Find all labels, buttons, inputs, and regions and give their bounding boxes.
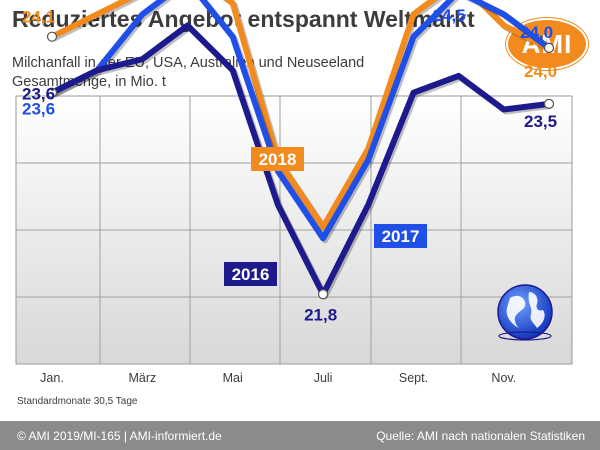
series-label-box-2017 <box>374 224 427 248</box>
data-label-2018-11: 24,0 <box>524 62 557 81</box>
data-point-2018-11 <box>543 42 555 53</box>
series-label-2016: 2016 <box>232 265 270 284</box>
data-label-2017-9: 24,5 <box>433 6 466 25</box>
x-tick-label: Jan. <box>40 371 64 385</box>
data-label-2016-6: 21,8 <box>304 305 337 324</box>
x-tick-label: Mai <box>223 371 243 385</box>
globe-icon <box>497 284 553 341</box>
x-tick-label: Nov. <box>491 371 516 385</box>
x-tick-label: Sept. <box>399 371 428 385</box>
series-label-box-2016 <box>224 262 277 286</box>
data-point-2016-6 <box>317 289 329 300</box>
data-label-2018-0: 24,1 <box>22 8 55 27</box>
data-label-2016-0: 23,6 <box>22 85 55 104</box>
data-point-2018-0 <box>46 31 58 42</box>
data-label-2016-11: 23,5 <box>524 112 557 131</box>
series-label-2018: 2018 <box>259 150 297 169</box>
x-tick-label: März <box>128 371 156 385</box>
series-line-2018 <box>49 0 552 231</box>
series-label-box-2018 <box>251 147 304 171</box>
data-point-2016-11 <box>543 98 555 109</box>
chart-unit-subtitle: Gesamtmenge, in Mio. t <box>12 74 166 90</box>
line-chart: 24,123,623,624,721,824,624,524,024,023,5… <box>15 0 573 385</box>
series-label-2017: 2017 <box>382 227 420 246</box>
data-label-2017-11: 24,0 <box>520 23 553 42</box>
series-layer <box>49 0 553 300</box>
footnote: Standardmonate 30,5 Tage <box>17 396 138 407</box>
series-line-2016 <box>49 22 552 298</box>
data-point-2017-0 <box>46 87 58 98</box>
copyright-text: © AMI 2019/MI-165 | AMI-informiert.de <box>17 429 222 443</box>
data-label-2017-0: 23,6 <box>22 100 55 119</box>
x-axis-ticks: Jan. März Mai Juli Sept. Nov. <box>40 371 516 385</box>
x-tick-label: Juli <box>314 371 333 385</box>
marker-layer <box>46 31 555 300</box>
label-layer: 24,123,623,624,721,824,624,524,024,023,5… <box>22 6 557 324</box>
series-line-2017 <box>49 0 552 242</box>
source-text: Quelle: AMI nach nationalen Statistiken <box>376 429 585 443</box>
footer-bar: © AMI 2019/MI-165 | AMI-informiert.de Qu… <box>0 421 600 450</box>
